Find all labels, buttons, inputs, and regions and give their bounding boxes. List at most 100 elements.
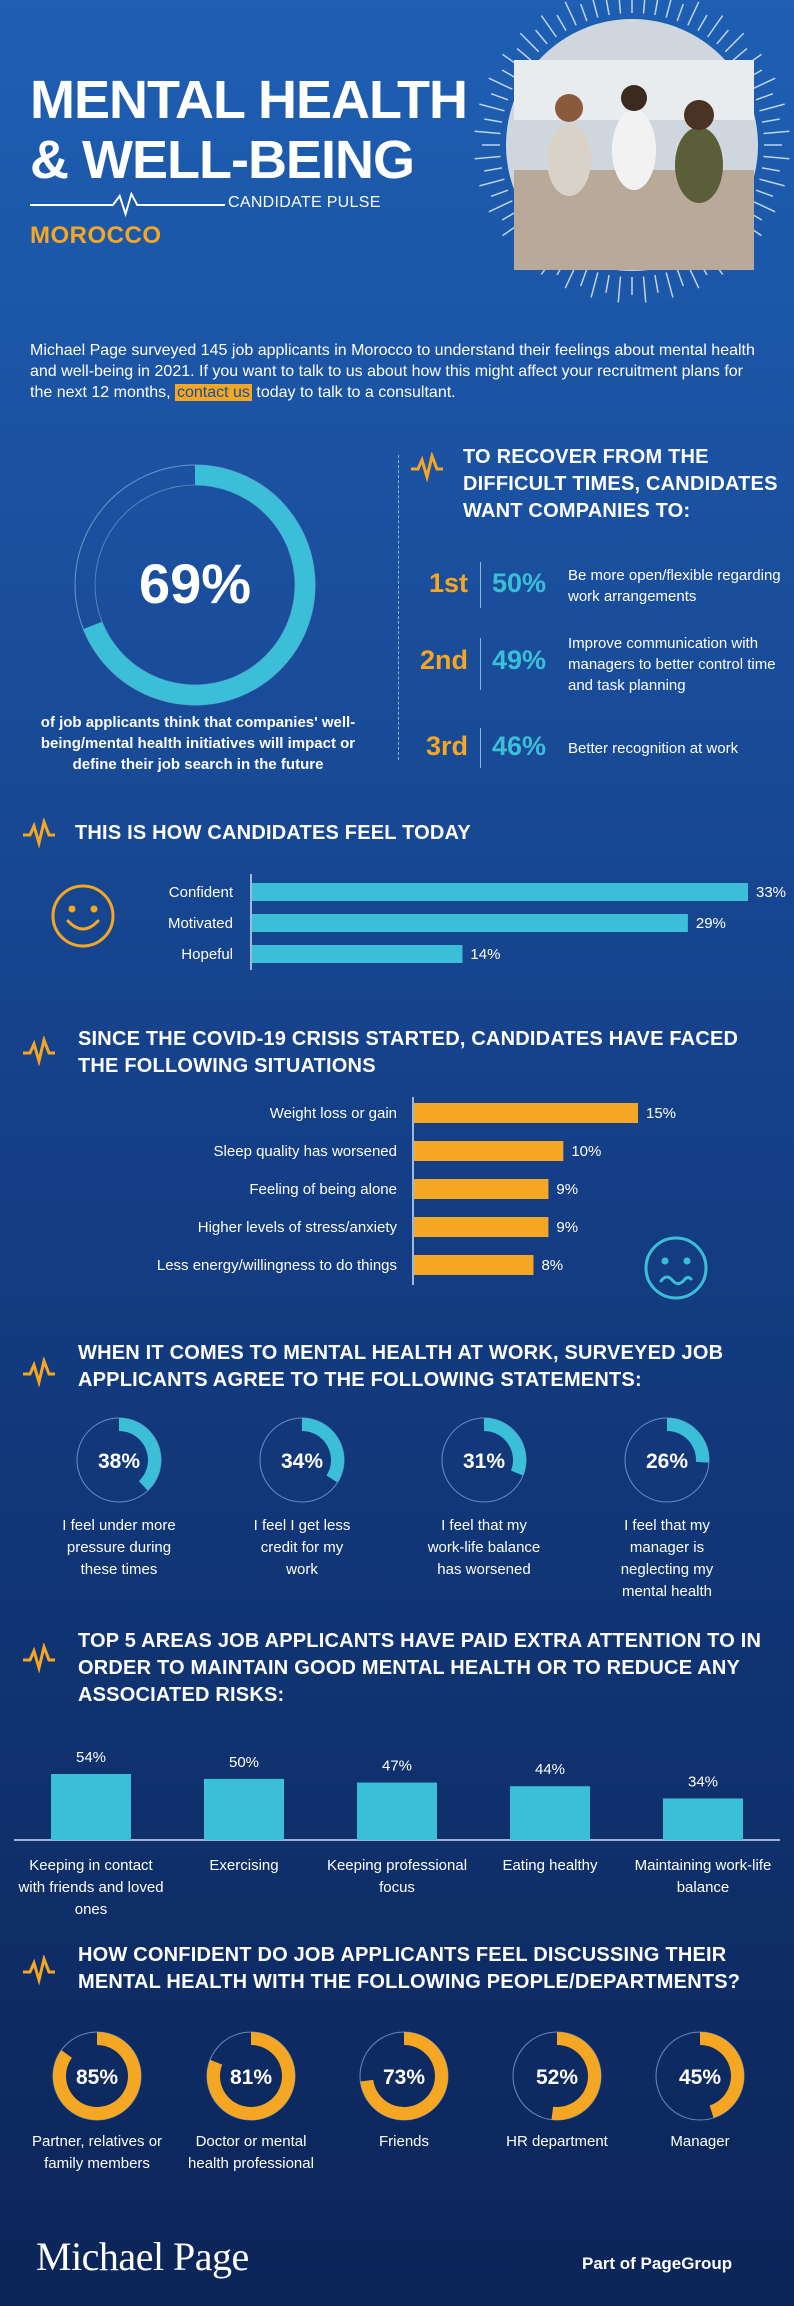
statement-label: has worsened	[437, 1561, 530, 1578]
covid-category-label: Sleep quality has worsened	[214, 1143, 397, 1160]
statement-label: I feel under more	[62, 1517, 175, 1534]
area-bar	[510, 1786, 590, 1840]
area-category-label: with friends and loved	[17, 1879, 163, 1896]
statements-heading-line-2: APPLICANTS AGREE TO THE FOLLOWING STATEM…	[78, 1369, 642, 1391]
covid-category-label: Less energy/willingness to do things	[157, 1257, 397, 1274]
ray	[605, 274, 610, 293]
confidence-value: 85%	[76, 2066, 118, 2089]
covid-heading-line-1: SINCE THE COVID-19 CRISIS STARTED, CANDI…	[78, 1028, 739, 1050]
recover-item-3: 3rd 46% Better recognition at work	[418, 728, 788, 772]
heartbeat-line-icon	[30, 192, 225, 218]
covid-value-label: 10%	[571, 1143, 601, 1160]
area-bar	[663, 1798, 743, 1840]
statement-arc	[302, 1418, 344, 1483]
area-category-label: ones	[75, 1901, 108, 1918]
section-divider	[398, 455, 399, 760]
confidence-label: Partner, relatives or	[32, 2133, 162, 2150]
rank: 3rd	[425, 731, 468, 761]
ray	[755, 92, 774, 101]
statement-value: 38%	[98, 1450, 140, 1473]
area-category-label: focus	[379, 1879, 415, 1896]
item-text: Be more open/flexible regarding work arr…	[568, 567, 781, 605]
confidence-value: 73%	[383, 2066, 425, 2089]
contact-us-link[interactable]: contact us	[174, 384, 252, 401]
confidence-label: Doctor or mental	[196, 2133, 307, 2150]
statement-label: work	[285, 1561, 318, 1578]
covid-bar	[414, 1179, 549, 1199]
ray	[654, 274, 659, 293]
ray	[759, 103, 785, 112]
ray	[490, 189, 509, 198]
impact-caption: of job applicants think that companies' …	[40, 714, 356, 773]
statement-label: I feel that my	[624, 1517, 710, 1534]
covid-chart: Weight loss or gain 15% Sleep quality has …	[157, 1097, 676, 1285]
covid-value-label: 9%	[556, 1181, 578, 1198]
confidence-heading-line-2: MENTAL HEALTH WITH THE FOLLOWING PEOPLE/…	[78, 1971, 741, 1993]
area-value-label: 47%	[382, 1758, 412, 1775]
pulse-icon	[23, 1643, 55, 1673]
item-divider	[480, 728, 481, 768]
covid-heading-line-2: THE FOLLOWING SITUATIONS	[78, 1055, 376, 1077]
ray	[484, 167, 503, 172]
pulse-icon	[23, 1036, 55, 1066]
pulse-icon	[23, 1357, 55, 1387]
feel-category-label: Confident	[169, 884, 234, 901]
area-category-label: Keeping professional	[327, 1857, 467, 1874]
intro-text-end: today to talk to a consultant.	[251, 384, 456, 401]
ray	[732, 48, 748, 61]
areas-heading: TOP 5 AREAS JOB APPLICANTS HAVE PAID EXT…	[78, 1628, 761, 1709]
ray	[579, 3, 588, 22]
statements-heading: WHEN IT COMES TO MENTAL HEALTH AT WORK, …	[78, 1340, 723, 1394]
ray	[474, 155, 501, 160]
confidence-label: Friends	[379, 2133, 429, 2150]
item-text: Improve communication with managers to b…	[568, 635, 776, 694]
feel-bar	[252, 914, 688, 932]
statement-label: pressure during	[67, 1539, 171, 1556]
area-category-label: Exercising	[209, 1857, 278, 1874]
ray	[474, 130, 501, 135]
ray	[579, 268, 588, 287]
covid-value-label: 8%	[541, 1257, 563, 1274]
confidence-arc	[360, 2032, 448, 2120]
area-category-label: Maintaining work-life	[635, 1857, 772, 1874]
feel-bar	[252, 883, 748, 901]
pct: 50%	[492, 568, 547, 598]
statement-label: I feel that my	[441, 1517, 527, 1534]
statements-chart: 38% I feel under more pressure during these…	[62, 1417, 714, 1600]
ray	[654, 0, 659, 16]
statement-label: manager is	[630, 1539, 704, 1556]
statement-value: 34%	[281, 1450, 323, 1473]
covid-value-label: 15%	[646, 1105, 676, 1122]
ray	[665, 272, 674, 298]
confidence-arc	[207, 2032, 296, 2120]
statement-label: these times	[81, 1561, 158, 1578]
country-label: MOROCCO	[30, 222, 162, 249]
ray	[488, 200, 513, 213]
ray	[617, 276, 622, 303]
intro-paragraph: Michael Page surveyed 145 job applicants…	[30, 340, 765, 403]
ray	[592, 0, 599, 18]
ray	[676, 3, 685, 22]
feel-value-label: 29%	[696, 915, 726, 932]
ray	[697, 14, 708, 32]
confidence-chart: 85% Partner, relatives or family members 81…	[32, 2031, 745, 2172]
area-bar	[51, 1774, 131, 1840]
statement-arc	[119, 1418, 161, 1491]
title-line-2: & WELL-BEING	[30, 130, 415, 190]
recover-heading: TO RECOVER FROM THE DIFFICULT TIMES, CAN…	[463, 446, 778, 522]
areas-heading-line-2: ORDER TO MAINTAIN GOOD MENTAL HEALTH OR …	[78, 1657, 741, 1679]
brand-logo[interactable]: Michael Page	[36, 2234, 249, 2279]
covid-bar	[414, 1217, 549, 1237]
pct: 49%	[492, 645, 547, 675]
sad-face-icon	[644, 1236, 708, 1300]
confidence-label: family members	[44, 2155, 150, 2172]
ray	[618, 0, 622, 14]
confidence-value: 45%	[679, 2066, 721, 2089]
ray	[716, 29, 729, 45]
ray	[564, 1, 577, 26]
rank: 2nd	[419, 645, 468, 675]
ray	[590, 272, 599, 298]
statements-heading-line-1: WHEN IT COMES TO MENTAL HEALTH AT WORK, …	[78, 1342, 724, 1364]
item-divider	[480, 562, 481, 608]
confidence-heading: HOW CONFIDENT DO JOB APPLICANTS FEEL DIS…	[78, 1942, 740, 1996]
